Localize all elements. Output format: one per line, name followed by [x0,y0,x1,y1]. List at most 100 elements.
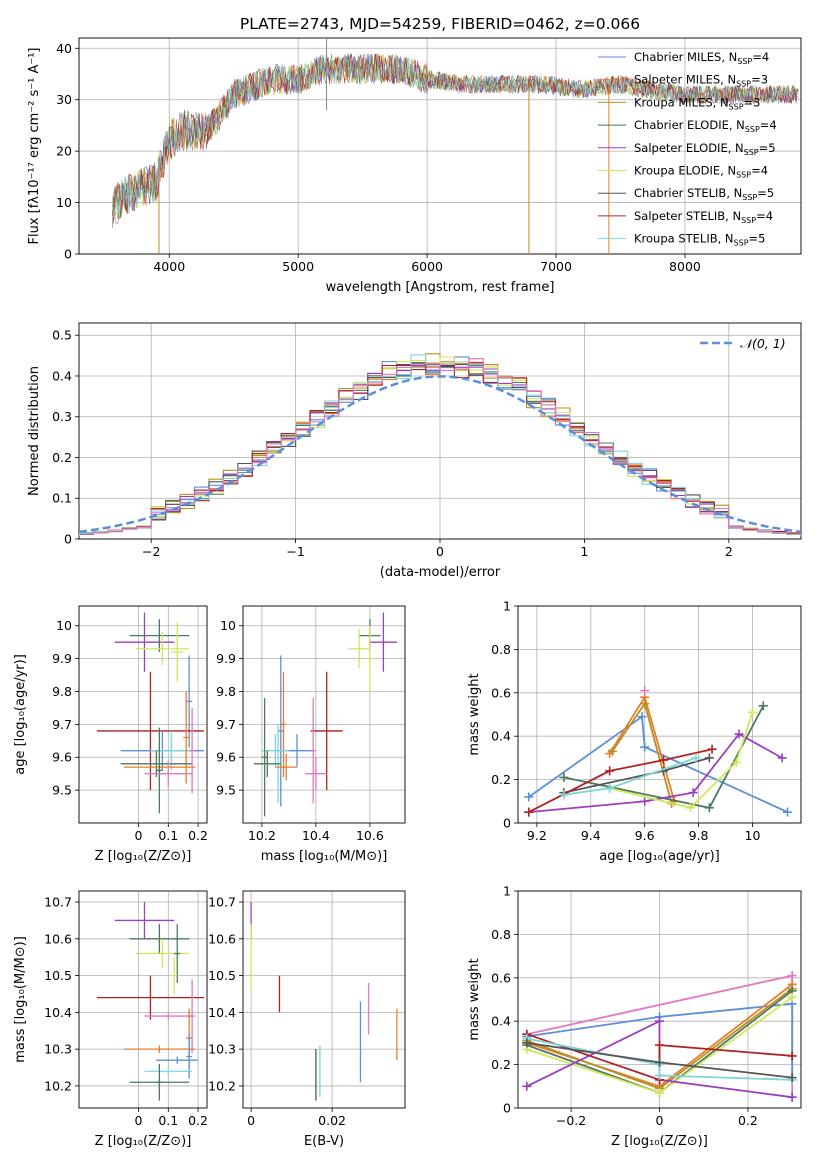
y-tick-label: 0 [64,247,72,262]
mass-weight-line [528,748,713,813]
mass-weight-marker [640,686,650,696]
legend-entry: 𝒩(0, 1) [740,336,786,351]
mass-weight-marker [731,757,741,767]
x-tick-label: 0 [135,828,143,843]
mass-weight-marker [607,746,617,756]
y-tick-label: 0.4 [491,1014,511,1029]
x-tick-label: 1 [580,544,588,559]
x-tick-label: 0 [247,1113,255,1128]
x-tick-label: 9.6 [635,828,655,843]
y-tick-label: 0.2 [491,772,511,787]
y-tick-label: 0.8 [491,927,511,942]
spectrum-panel: 4000 5000 6000 7000 8000 0 10 20 30 40 wavelength … [27,37,802,295]
y-tick-label: 10 [56,195,72,210]
mass-weight-marker [787,971,797,981]
mass-weight-marker [688,788,698,798]
y-tick-label: 0 [503,816,511,831]
agemass-errorbars [253,612,397,817]
mass-weight-marker [783,807,793,817]
mwz-panel: −0.2 0 0.2 0 0.2 0.4 0.6 0.8 1 Z [log₁₀(Z/Z⊙)] mas… [467,884,802,1149]
plot-frame [78,322,802,540]
y-tick-label: 9.8 [52,684,72,699]
legend-sub: SSP [745,125,760,134]
y-tick-label: 9.7 [52,717,72,732]
legend-tail: =4 [752,50,769,64]
x-tick-label: −1 [286,544,304,559]
panels: 4000 5000 6000 7000 8000010203040wavelength … [13,37,802,1149]
y-tick-label: 10 [220,618,236,633]
mass-weight-marker [524,792,534,802]
agemass-panel: 10.2 10.4 10.6 9.5 9.6 9.7 9.8 9.9 10 mass [log₁₀… [216,605,406,864]
histogram-lines [79,353,801,537]
legend-text: Salpeter MILES, N [634,73,736,87]
legend-sub: SSP [736,80,751,89]
y-axis-label: mass [log₁₀(M/M⊙)] [13,936,28,1063]
mass-weight-marker [787,1073,797,1083]
y-tick-label: 10.7 [208,895,236,910]
mass-weight-marker [734,729,744,739]
mass-weight-marker [522,1081,532,1091]
legend-entry: Salpeter MILES, NSSP=3 [634,73,768,89]
y-tick-label: 10.6 [208,931,236,946]
mass-weight-marker [787,992,797,1002]
legend-text: Salpeter ELODIE, N [634,141,744,155]
x-tick-label: 0.2 [188,1113,208,1128]
y-tick-label: 9.8 [216,684,236,699]
legend-tail: =3 [744,95,761,109]
mass-weight-marker [691,753,701,763]
mass-weight-marker [787,1051,797,1061]
x-tick-label: 8000 [669,259,701,274]
y-tick-label: 10.4 [44,1005,72,1020]
mass-weight-marker [559,790,569,800]
x-tick-label: 5000 [282,259,314,274]
mass-weight-marker [655,1070,664,1080]
x-tick-label: 6000 [411,259,443,274]
legend-text: Chabrier MILES, N [634,50,737,64]
y-axis-label: Normed distribution [27,366,42,496]
x-tick-label: 0.2 [188,828,208,843]
y-tick-label: 9.9 [216,651,236,666]
y-axis-label: Flux [fλ10⁻¹⁷ erg cm⁻² s⁻¹ A⁻¹] [27,48,42,245]
legend-entry: Chabrier MILES, NSSP=4 [634,50,769,66]
plot-frame [517,890,802,1109]
x-tick-label: 2 [725,544,733,559]
x-tick-label: −0.2 [556,1113,586,1128]
mass-weight-marker [605,766,615,776]
y-tick-label: 10.5 [208,968,236,983]
gaussian-reference-curve [79,375,801,534]
x-tick-label: 0.2 [738,1113,758,1128]
y-tick-label: 0.3 [52,409,72,424]
y-tick-label: 30 [56,92,72,107]
legend-text: Kroupa MILES, N [634,95,729,109]
mass-weight-marker [704,803,714,813]
x-axis-label: mass [log₁₀(M/M⊙)] [261,849,388,864]
spectrum-series-line [112,53,799,219]
x-tick-label: 10.2 [248,828,276,843]
y-tick-label: 0.6 [491,685,511,700]
mass-weight-marker [640,699,650,709]
x-tick-label: 4000 [153,259,185,274]
mass-weight-line [526,1002,794,1080]
legend-sub: SSP [737,57,752,66]
mass-weight-marker [787,1092,797,1102]
y-tick-label: 0 [503,1101,511,1116]
mass-weight-marker [659,755,669,765]
y-tick-label: 9.7 [216,717,236,732]
plot-frame [517,605,802,824]
x-axis-label: Z [log₁₀(Z/Z⊙)] [95,1134,192,1149]
legend-entry: Kroupa STELIB, NSSP=5 [634,232,765,248]
mass-weight-line [526,1037,793,1081]
x-tick-label: 10 [745,828,761,843]
y-tick-label: 1 [503,599,511,614]
mass-weight-marker [707,744,717,754]
x-tick-label: 10.4 [302,828,330,843]
y-tick-label: 0.4 [52,368,72,383]
mass-weight-marker [747,707,757,717]
legend-tail: =4 [751,164,768,178]
y-axis-label: age [log₁₀(age/yr)] [13,654,28,775]
x-tick-label: 0 [656,1113,664,1128]
y-tick-label: 9.5 [52,783,72,798]
y-tick-label: 0.1 [52,491,72,506]
mass-weight-marker [522,1038,532,1048]
